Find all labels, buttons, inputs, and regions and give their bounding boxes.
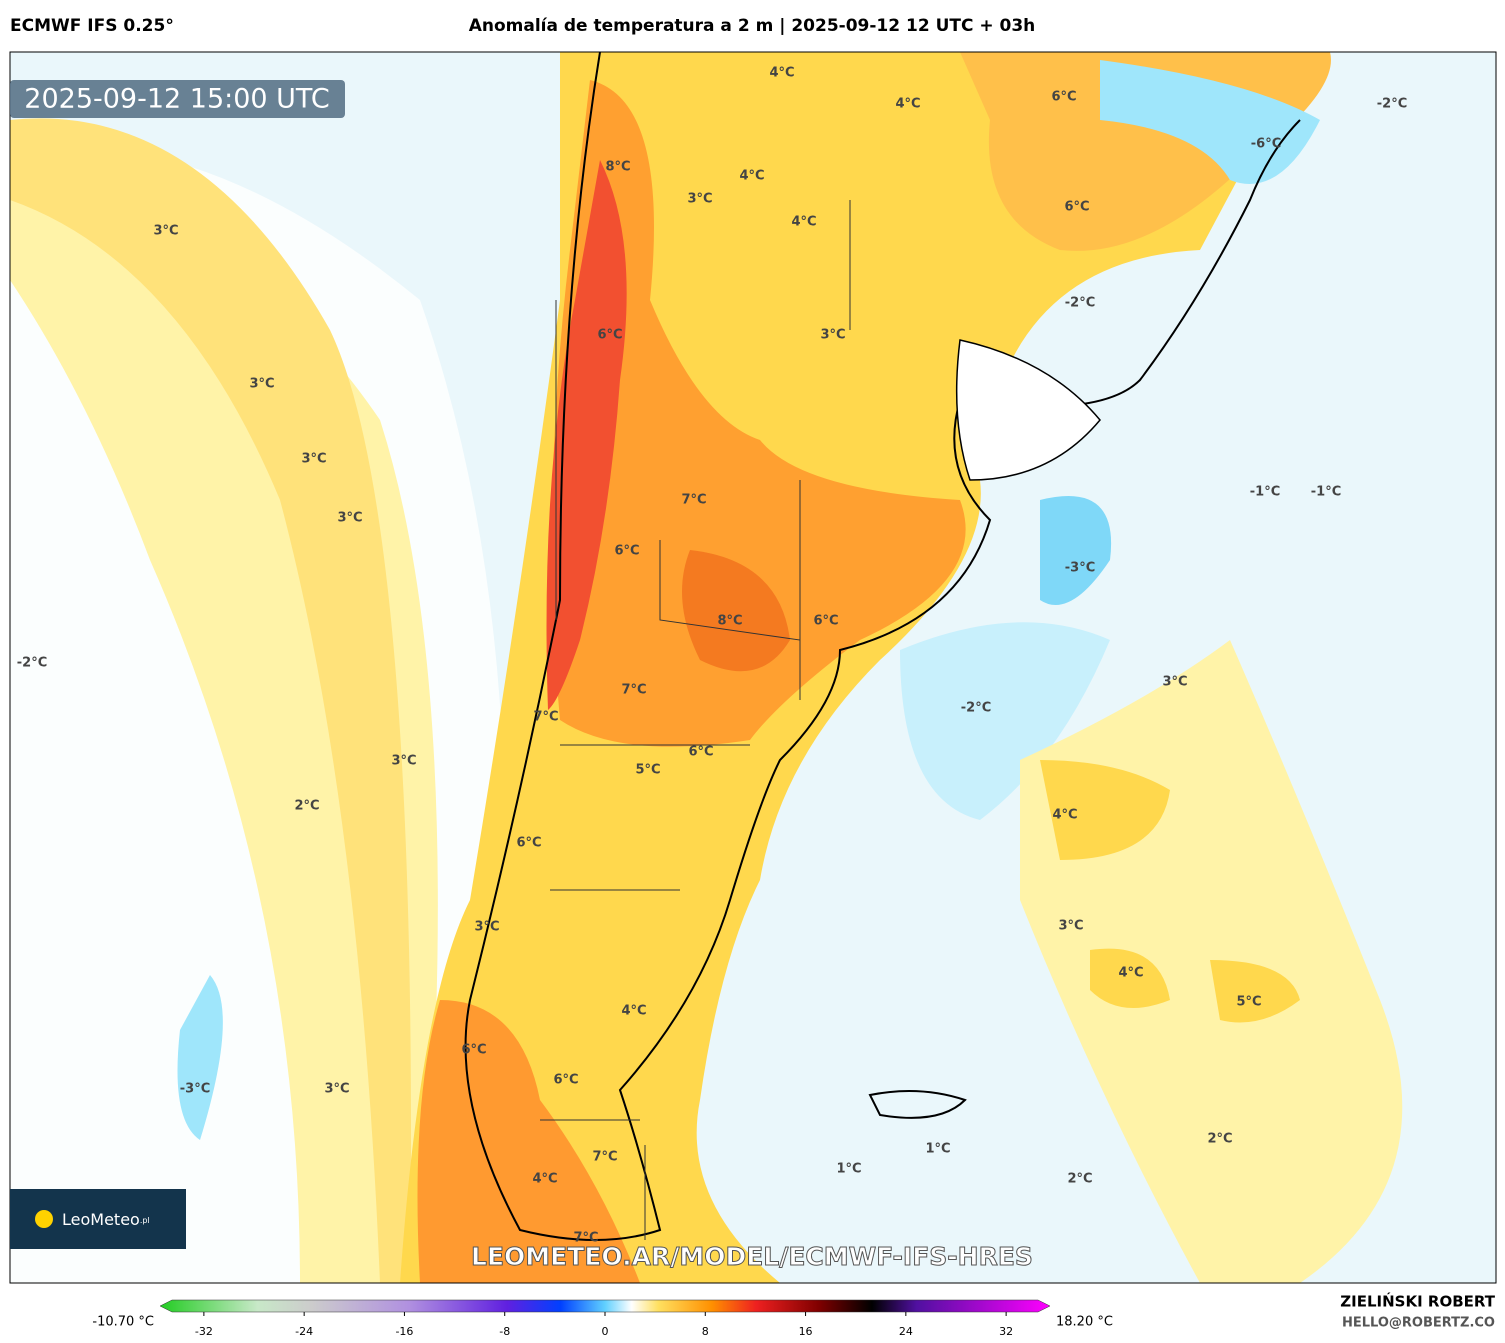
timestamp: 2025-09-12 15:00 UTC <box>24 84 329 115</box>
map-label: 6°C <box>516 836 541 851</box>
map-title: Anomalía de temperatura a 2 m | 2025-09-… <box>469 16 1036 36</box>
colorbar-tick-label: 8 <box>702 1325 709 1338</box>
map-label: 6°C <box>553 1073 578 1088</box>
map-label: 4°C <box>895 97 920 112</box>
map-label: 7°C <box>573 1231 598 1246</box>
map-label: 6°C <box>688 745 713 760</box>
map-label: 3°C <box>474 920 499 935</box>
colorbar-min: -10.70 °C <box>92 1315 154 1330</box>
map-label: 3°C <box>324 1082 349 1097</box>
colorbar-tick-label: -8 <box>499 1325 510 1338</box>
colorbar-tick-label: 32 <box>999 1325 1013 1338</box>
logo-sun <box>35 1210 53 1228</box>
map-label: 6°C <box>1051 90 1076 105</box>
map-label: 1°C <box>836 1162 861 1177</box>
colorbar-tick-label: 24 <box>899 1325 913 1338</box>
map-label: 8°C <box>717 614 742 629</box>
map-label: 1°C <box>925 1142 950 1157</box>
timestamp-box <box>10 80 345 118</box>
map-label: 3°C <box>249 377 274 392</box>
colorbar-tick-label: -32 <box>195 1325 213 1338</box>
map-label: -6°C <box>1251 137 1281 152</box>
map-label: 4°C <box>791 215 816 230</box>
map-label: 7°C <box>621 683 646 698</box>
map-label: -3°C <box>1065 561 1095 576</box>
colorbar-max: 18.20 °C <box>1056 1315 1113 1330</box>
model-name: ECMWF IFS 0.25° <box>10 16 174 36</box>
map-label: 7°C <box>681 493 706 508</box>
logo-name: LeoMeteo <box>62 1210 140 1229</box>
map-label: 3°C <box>153 224 178 239</box>
map-label: 8°C <box>605 160 630 175</box>
author-email: HELLO@ROBERTZ.CO <box>1342 1316 1495 1331</box>
map-label: 3°C <box>337 511 362 526</box>
map-label: 4°C <box>1118 966 1143 981</box>
map-label: 3°C <box>1058 919 1083 934</box>
map-label: 7°C <box>592 1150 617 1165</box>
author-name: ZIELIŃSKI ROBERT <box>1340 1292 1495 1311</box>
map-label: 4°C <box>769 66 794 81</box>
logo-suffix: .pl <box>140 1216 150 1225</box>
logo: LeoMeteo.pl <box>62 1210 150 1229</box>
map-label: 4°C <box>621 1004 646 1019</box>
map-label: 3°C <box>687 192 712 207</box>
map-label: -1°C <box>1311 485 1341 500</box>
map-label: 2°C <box>1067 1172 1092 1187</box>
map-label: 6°C <box>1064 200 1089 215</box>
map-label: 2°C <box>294 799 319 814</box>
colorbar-tick-label: 16 <box>799 1325 813 1338</box>
map-label: 2°C <box>1207 1132 1232 1147</box>
watermark: LEOMETEO.AR/MODEL/ECMWF-IFS-HRES <box>471 1242 1033 1271</box>
map-label: 3°C <box>820 328 845 343</box>
map-label: 4°C <box>739 169 764 184</box>
colorbar-bar <box>159 1299 1051 1313</box>
colorbar-tick-label: -24 <box>295 1325 313 1338</box>
map-label: -2°C <box>17 656 47 671</box>
map-label: 4°C <box>1052 808 1077 823</box>
map-label: 3°C <box>391 754 416 769</box>
map-label: -2°C <box>1377 97 1407 112</box>
map-label: -2°C <box>1065 296 1095 311</box>
map-label: 5°C <box>635 763 660 778</box>
map <box>10 52 1496 1283</box>
map-label: 5°C <box>1236 995 1261 1010</box>
map-label: 3°C <box>301 452 326 467</box>
map-label: 6°C <box>597 328 622 343</box>
map-label: -1°C <box>1250 485 1280 500</box>
colorbar: -32 -24 -16 -8 0 8 16 24 32 -10.70 °C 18.20 °C <box>92 1299 1113 1338</box>
map-label: 6°C <box>461 1043 486 1058</box>
map-label: 6°C <box>614 544 639 559</box>
map-labels: 4°C 4°C 6°C -2°C -6°C 8°C 4°C 3°C 6°C 4°C 3°C -2°C 6… <box>17 66 1407 1246</box>
map-label: 6°C <box>813 614 838 629</box>
map-label: 3°C <box>1162 675 1187 690</box>
map-label: 7°C <box>533 710 558 725</box>
map-label: 4°C <box>532 1172 557 1187</box>
colorbar-tick-label: -16 <box>395 1325 413 1338</box>
map-label: -2°C <box>961 701 991 716</box>
colorbar-tick-label: 0 <box>602 1325 609 1338</box>
map-label: -3°C <box>180 1082 210 1097</box>
